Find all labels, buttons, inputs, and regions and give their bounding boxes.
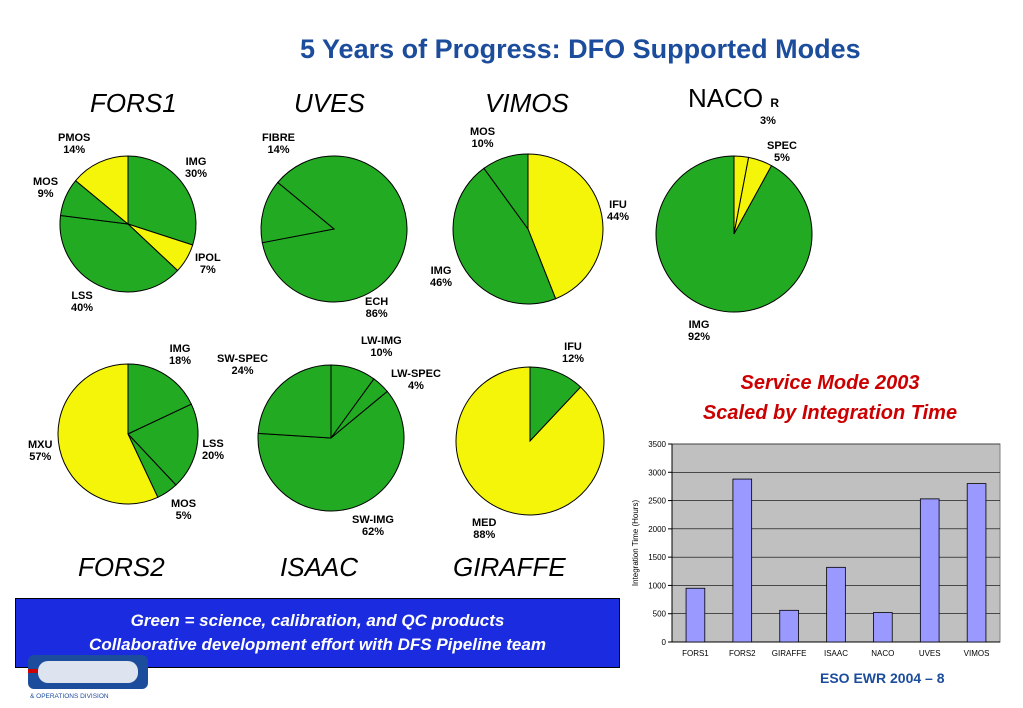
naco-label-suffix: R [770, 96, 780, 110]
instrument-label-giraffe: GIRAFFE [453, 552, 566, 582]
x-tick-label: FORS2 [729, 649, 756, 658]
pie-label: SPEC 5% [767, 140, 797, 164]
bar-isaac [826, 566, 846, 643]
x-tick-label: FORS1 [682, 649, 709, 658]
pie-chart-vimos [452, 153, 604, 305]
legend-line2: Collaborative development effort with DF… [89, 635, 546, 654]
pie-slice-sw-spec [257, 364, 332, 439]
pie-slice-img [655, 155, 813, 313]
logo-text: & OPERATIONS DIVISION [30, 693, 109, 700]
pie-slice-img [452, 167, 557, 305]
pie-slice-med [455, 366, 605, 516]
slide-title: 5 Years of Progress: DFO Supported Modes [300, 34, 861, 64]
pie-chart-giraffe [455, 366, 605, 516]
pie-slice-lss [59, 214, 179, 293]
pie-slice-sw-img [257, 390, 405, 512]
instrument-label-vimos: VIMOS [485, 88, 569, 118]
pie-slice-pmos [74, 155, 129, 226]
pie-label: IMG 92% [688, 319, 711, 343]
x-tick-label: VIMOS [964, 649, 990, 658]
legend-line1: Green = science, calibration, and QC pro… [130, 611, 505, 630]
pie-label: FIBRE 14% [262, 132, 295, 156]
footer-page: ESO EWR 2004 – 8 [820, 670, 945, 686]
pie-label: IPOL 7% [195, 252, 221, 276]
y-tick-label: 2500 [648, 497, 666, 506]
pie-chart-fors2 [57, 363, 199, 505]
pie-chart-naco [655, 155, 813, 313]
instrument-label-fors1: FORS1 [90, 88, 177, 118]
service-mode-line2: Scaled by Integration Time [702, 402, 958, 424]
y-tick-label: 0 [662, 638, 667, 647]
pie-chart-isaac [257, 364, 405, 512]
naco-label-text: NACO [688, 83, 764, 113]
pie-slice-img [127, 363, 193, 435]
instrument-label-fors2: FORS2 [78, 552, 165, 582]
x-tick-label: UVES [919, 649, 941, 658]
pie-label: IMG 18% [169, 343, 192, 367]
y-tick-label: 1500 [648, 553, 666, 562]
bar-chart-integration-time: 0 500 1000 1500 2000 2500 3000 3500 FORS1 FORS2 GI… [631, 440, 1001, 658]
pie-slice-fibre [260, 181, 336, 244]
pie-slice-mxu [57, 363, 159, 505]
y-tick-label: 2000 [648, 525, 666, 534]
pie-label: MOS 5% [171, 498, 197, 522]
bar-naco [873, 612, 893, 643]
pie-label: LW-IMG 10% [361, 335, 402, 359]
y-tick-label: 3000 [648, 468, 666, 477]
pie-label: SW-IMG 62% [352, 514, 394, 538]
pie-label: LSS 40% [71, 290, 94, 314]
pie-chart-uves [260, 155, 408, 303]
y-tick-label: 1000 [648, 581, 666, 590]
pie-label: IMG 30% [185, 156, 208, 180]
pie-label: MXU 57% [28, 439, 53, 463]
pie-label: LSS 20% [202, 438, 225, 462]
bar-vimos [966, 483, 987, 643]
service-mode-title: Service Mode 2003 Scaled by Integration … [640, 368, 1020, 428]
pie-slice-img [127, 155, 197, 246]
pie-chart-fors1 [59, 155, 197, 293]
pie-label: MED 88% [472, 517, 497, 541]
instrument-label-uves: UVES [294, 88, 365, 118]
x-tick-label: NACO [871, 649, 894, 658]
pie-slice-ifu [527, 153, 604, 300]
bar-giraffe [779, 609, 799, 643]
pie-label: LW-SPEC 4% [391, 368, 441, 392]
x-tick-label: GIRAFFE [772, 649, 807, 658]
pie-slice-mos [483, 153, 529, 231]
bar-fors1 [685, 587, 706, 643]
pie-label: PMOS 14% [58, 132, 91, 156]
service-mode-line1: Service Mode 2003 [740, 372, 920, 394]
pie-label: ECH 86% [365, 296, 389, 320]
y-tick-label: 3500 [648, 440, 666, 449]
bar-fors2 [732, 478, 753, 643]
y-axis-label: Integration Time (Hours) [631, 500, 640, 587]
instrument-label-isaac: ISAAC [280, 552, 359, 582]
pie-label: MOS 9% [33, 176, 59, 200]
pie-label-clipped: 3% [760, 115, 776, 124]
pie-label: IFU 44% [607, 199, 630, 223]
x-tick-label: ISAAC [824, 649, 848, 658]
pie-label: SW-SPEC 24% [217, 353, 269, 377]
pie-label: MOS 10% [470, 126, 496, 150]
division-logo: & OPERATIONS DIVISION [28, 655, 148, 700]
pie-slice-lss [127, 403, 199, 486]
pie-label: IMG 46% [430, 265, 453, 289]
instrument-label-naco: NACO R [688, 83, 779, 114]
pie-label: IFU 12% [562, 341, 585, 365]
bar-uves [919, 498, 940, 643]
y-tick-label: 500 [653, 610, 667, 619]
